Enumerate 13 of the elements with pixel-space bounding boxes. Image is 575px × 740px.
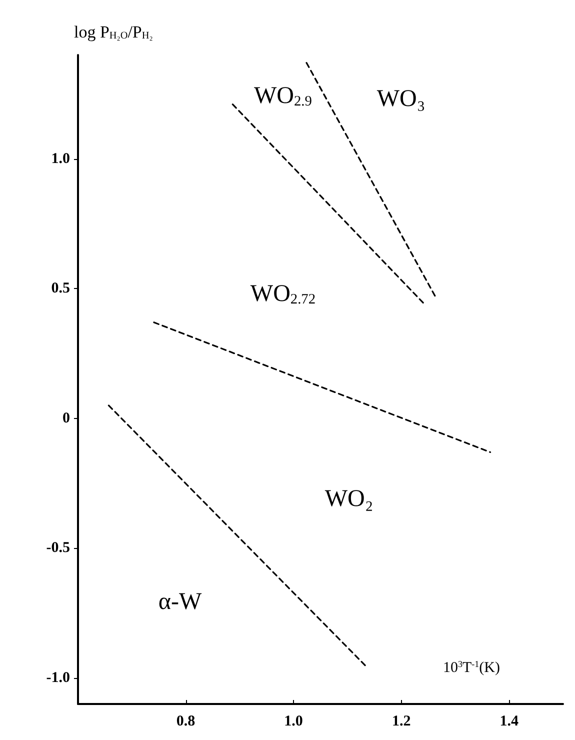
y-tick-label: 0 (62, 410, 70, 426)
y-tick-label: 0.5 (51, 280, 70, 297)
x-tick-label: 1.4 (500, 714, 519, 730)
x-tick-label: 1.2 (392, 714, 411, 730)
annotation: α-W (158, 589, 202, 615)
annotation: WO₂ (324, 486, 374, 512)
y-tick-label: -0.5 (46, 540, 70, 556)
annotation: WO₃ (376, 86, 426, 112)
y-tick-label: -1.0 (46, 670, 70, 686)
x-tick-label: 1.0 (284, 714, 303, 730)
x-tick-label: 0.8 (176, 714, 196, 730)
y-tick-label: 1.0 (51, 150, 70, 167)
y-axis-title: log PH₂O/PH₂ (74, 22, 153, 42)
